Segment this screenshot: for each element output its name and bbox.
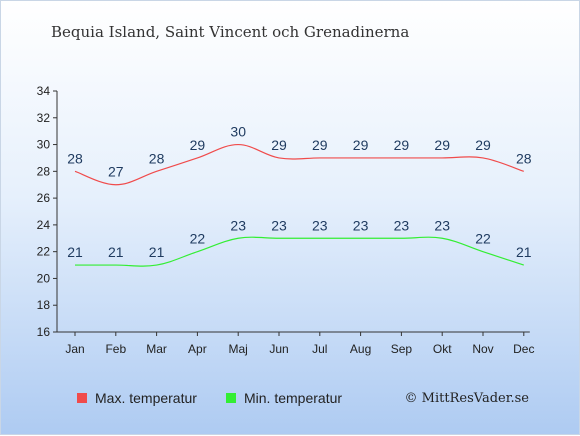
data-label-max: 30 xyxy=(230,124,246,140)
y-tick-label: 16 xyxy=(37,325,51,339)
data-label-min: 23 xyxy=(271,217,287,233)
y-tick-label: 32 xyxy=(37,111,51,125)
data-label-max: 29 xyxy=(434,137,450,153)
x-tick-label: Jul xyxy=(312,342,327,356)
data-label-min: 23 xyxy=(394,217,410,233)
x-tick-label: Dec xyxy=(513,342,534,356)
data-label-max: 28 xyxy=(67,150,83,166)
data-label-min: 23 xyxy=(230,217,246,233)
y-tick-label: 22 xyxy=(37,245,51,259)
data-label-max: 28 xyxy=(516,150,532,166)
data-label-min: 21 xyxy=(516,244,532,260)
data-label-min: 21 xyxy=(67,244,83,260)
x-tick-label: Feb xyxy=(105,342,126,356)
legend-item-min: Min. temperatur xyxy=(226,390,342,406)
data-label-max: 29 xyxy=(190,137,206,153)
x-tick-label: Mar xyxy=(146,342,167,356)
legend-swatch-max xyxy=(77,393,87,403)
x-tick-label: Jun xyxy=(269,342,288,356)
data-label-min: 23 xyxy=(434,217,450,233)
y-tick-label: 28 xyxy=(37,164,51,178)
x-tick-label: Sep xyxy=(391,342,413,356)
data-label-max: 29 xyxy=(271,137,287,153)
x-tick-label: Nov xyxy=(472,342,493,356)
x-tick-label: Aug xyxy=(350,342,371,356)
data-label-max: 29 xyxy=(394,137,410,153)
data-label-min: 22 xyxy=(475,231,491,247)
legend-label-min: Min. temperatur xyxy=(244,390,343,406)
y-tick-label: 20 xyxy=(37,271,51,285)
x-tick-label: Jan xyxy=(65,342,84,356)
data-label-max: 29 xyxy=(312,137,328,153)
data-label-max: 29 xyxy=(475,137,491,153)
y-tick-label: 26 xyxy=(37,191,51,205)
y-tick-label: 24 xyxy=(37,218,51,232)
series-line-min xyxy=(75,236,524,267)
series-line-max xyxy=(74,143,524,186)
data-label-min: 22 xyxy=(190,231,206,247)
legend-swatch-min xyxy=(226,393,236,403)
x-tick-label: Maj xyxy=(229,342,248,356)
data-label-min: 21 xyxy=(149,244,165,260)
data-label-min: 23 xyxy=(353,217,369,233)
data-label-max: 28 xyxy=(149,150,165,166)
data-label-max: 27 xyxy=(108,164,124,180)
chart-title: Bequia Island, Saint Vincent och Grenadi… xyxy=(51,23,410,41)
y-tick-label: 34 xyxy=(37,84,51,98)
data-label-min: 21 xyxy=(108,244,124,260)
y-tick-label: 30 xyxy=(37,138,51,152)
legend-label-max: Max. temperatur xyxy=(95,390,197,406)
legend-item-max: Max. temperatur xyxy=(77,390,197,406)
y-tick-label: 18 xyxy=(37,298,51,312)
data-label-max: 29 xyxy=(353,137,369,153)
credit-text: © MittResVader.se xyxy=(404,391,529,406)
x-tick-label: Apr xyxy=(188,342,207,356)
x-tick-label: Okt xyxy=(433,342,452,356)
data-label-min: 23 xyxy=(312,217,328,233)
